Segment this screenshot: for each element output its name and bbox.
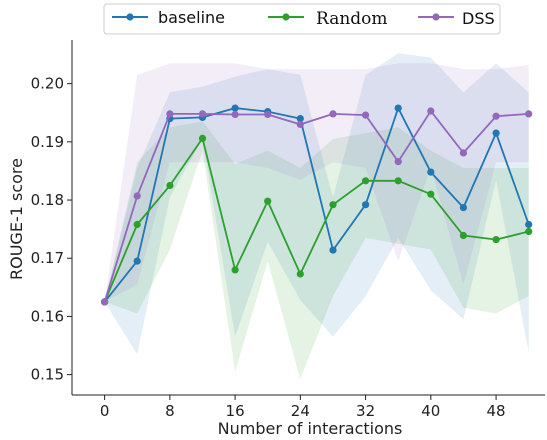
point-random-1 [133,220,141,229]
y-tick-label: 0.15 [31,366,64,384]
legend-label-baseline: baseline [158,8,225,27]
point-dss-9 [394,158,402,166]
point-baseline-4 [231,104,239,112]
point-random-3 [198,134,207,142]
line-dss [103,109,529,303]
y-tick-label: 0.20 [31,75,64,93]
point-random-13 [525,227,533,236]
y-tick-label: 0.17 [31,249,64,267]
legend-label-dss: DSS [462,9,495,28]
point-random-2 [166,181,174,190]
point-random-8 [362,177,370,185]
axes: 0.15 0.16 0.17 0.18 0.19 0.20 0 8 16 24 32 40 48 [31,40,545,420]
point-dss-12 [492,112,500,120]
x-tick-label: 48 [487,402,506,420]
point-dss-6 [296,120,304,128]
point-baseline-11 [459,204,467,212]
point-random-5 [264,197,272,205]
legend-label-random: Random [316,9,388,29]
band-baseline [104,53,529,355]
point-random-12 [492,236,500,244]
y-tick-label: 0.18 [31,191,64,209]
point-dss-11 [459,149,467,157]
x-tick-label: 0 [100,402,110,420]
x-tick-label: 40 [421,402,440,420]
point-baseline-6 [296,115,304,123]
y-tick-label: 0.19 [31,133,64,151]
series-lines [101,104,533,306]
point-dss-10 [427,107,435,115]
point-random-10 [427,190,435,198]
point-baseline-8 [362,201,370,209]
legend-marker-baseline [126,13,134,21]
point-dss-2 [166,110,174,118]
point-random-6 [296,270,304,278]
x-tick-label: 8 [165,402,175,420]
x-tick-label: 16 [226,402,245,420]
x-tick-label: 32 [356,402,375,420]
point-dss-8 [362,111,370,119]
point-random-9 [394,177,402,185]
y-axis-label: ROUGE-1 score [7,158,26,280]
legend: baseline Random DSS [103,3,501,35]
x-tick-label: 24 [291,402,310,420]
point-dss-5 [264,110,272,119]
point-random-11 [459,231,467,240]
confidence-bands [104,53,529,380]
point-baseline-9 [394,104,402,112]
line-random [103,136,529,303]
point-dss-1 [133,192,141,200]
point-baseline-7 [329,246,337,254]
point-baseline-10 [427,168,435,176]
legend-marker-random [282,13,290,21]
x-axis-label: Number of interactions [218,419,403,438]
legend-frame [103,3,501,35]
point-dss-7 [329,110,337,118]
point-random-7 [329,201,337,209]
y-tick-label: 0.16 [31,307,64,325]
point-dss-13 [525,110,533,118]
band-random [104,121,529,380]
point-dss-0 [101,298,109,306]
point-baseline-12 [492,129,500,137]
point-baseline-1 [133,257,141,265]
point-baseline-13 [525,220,533,229]
point-dss-3 [198,110,207,118]
point-random-4 [231,266,239,274]
legend-marker-dss [432,13,440,21]
line-baseline [103,105,530,303]
point-dss-4 [231,110,239,119]
